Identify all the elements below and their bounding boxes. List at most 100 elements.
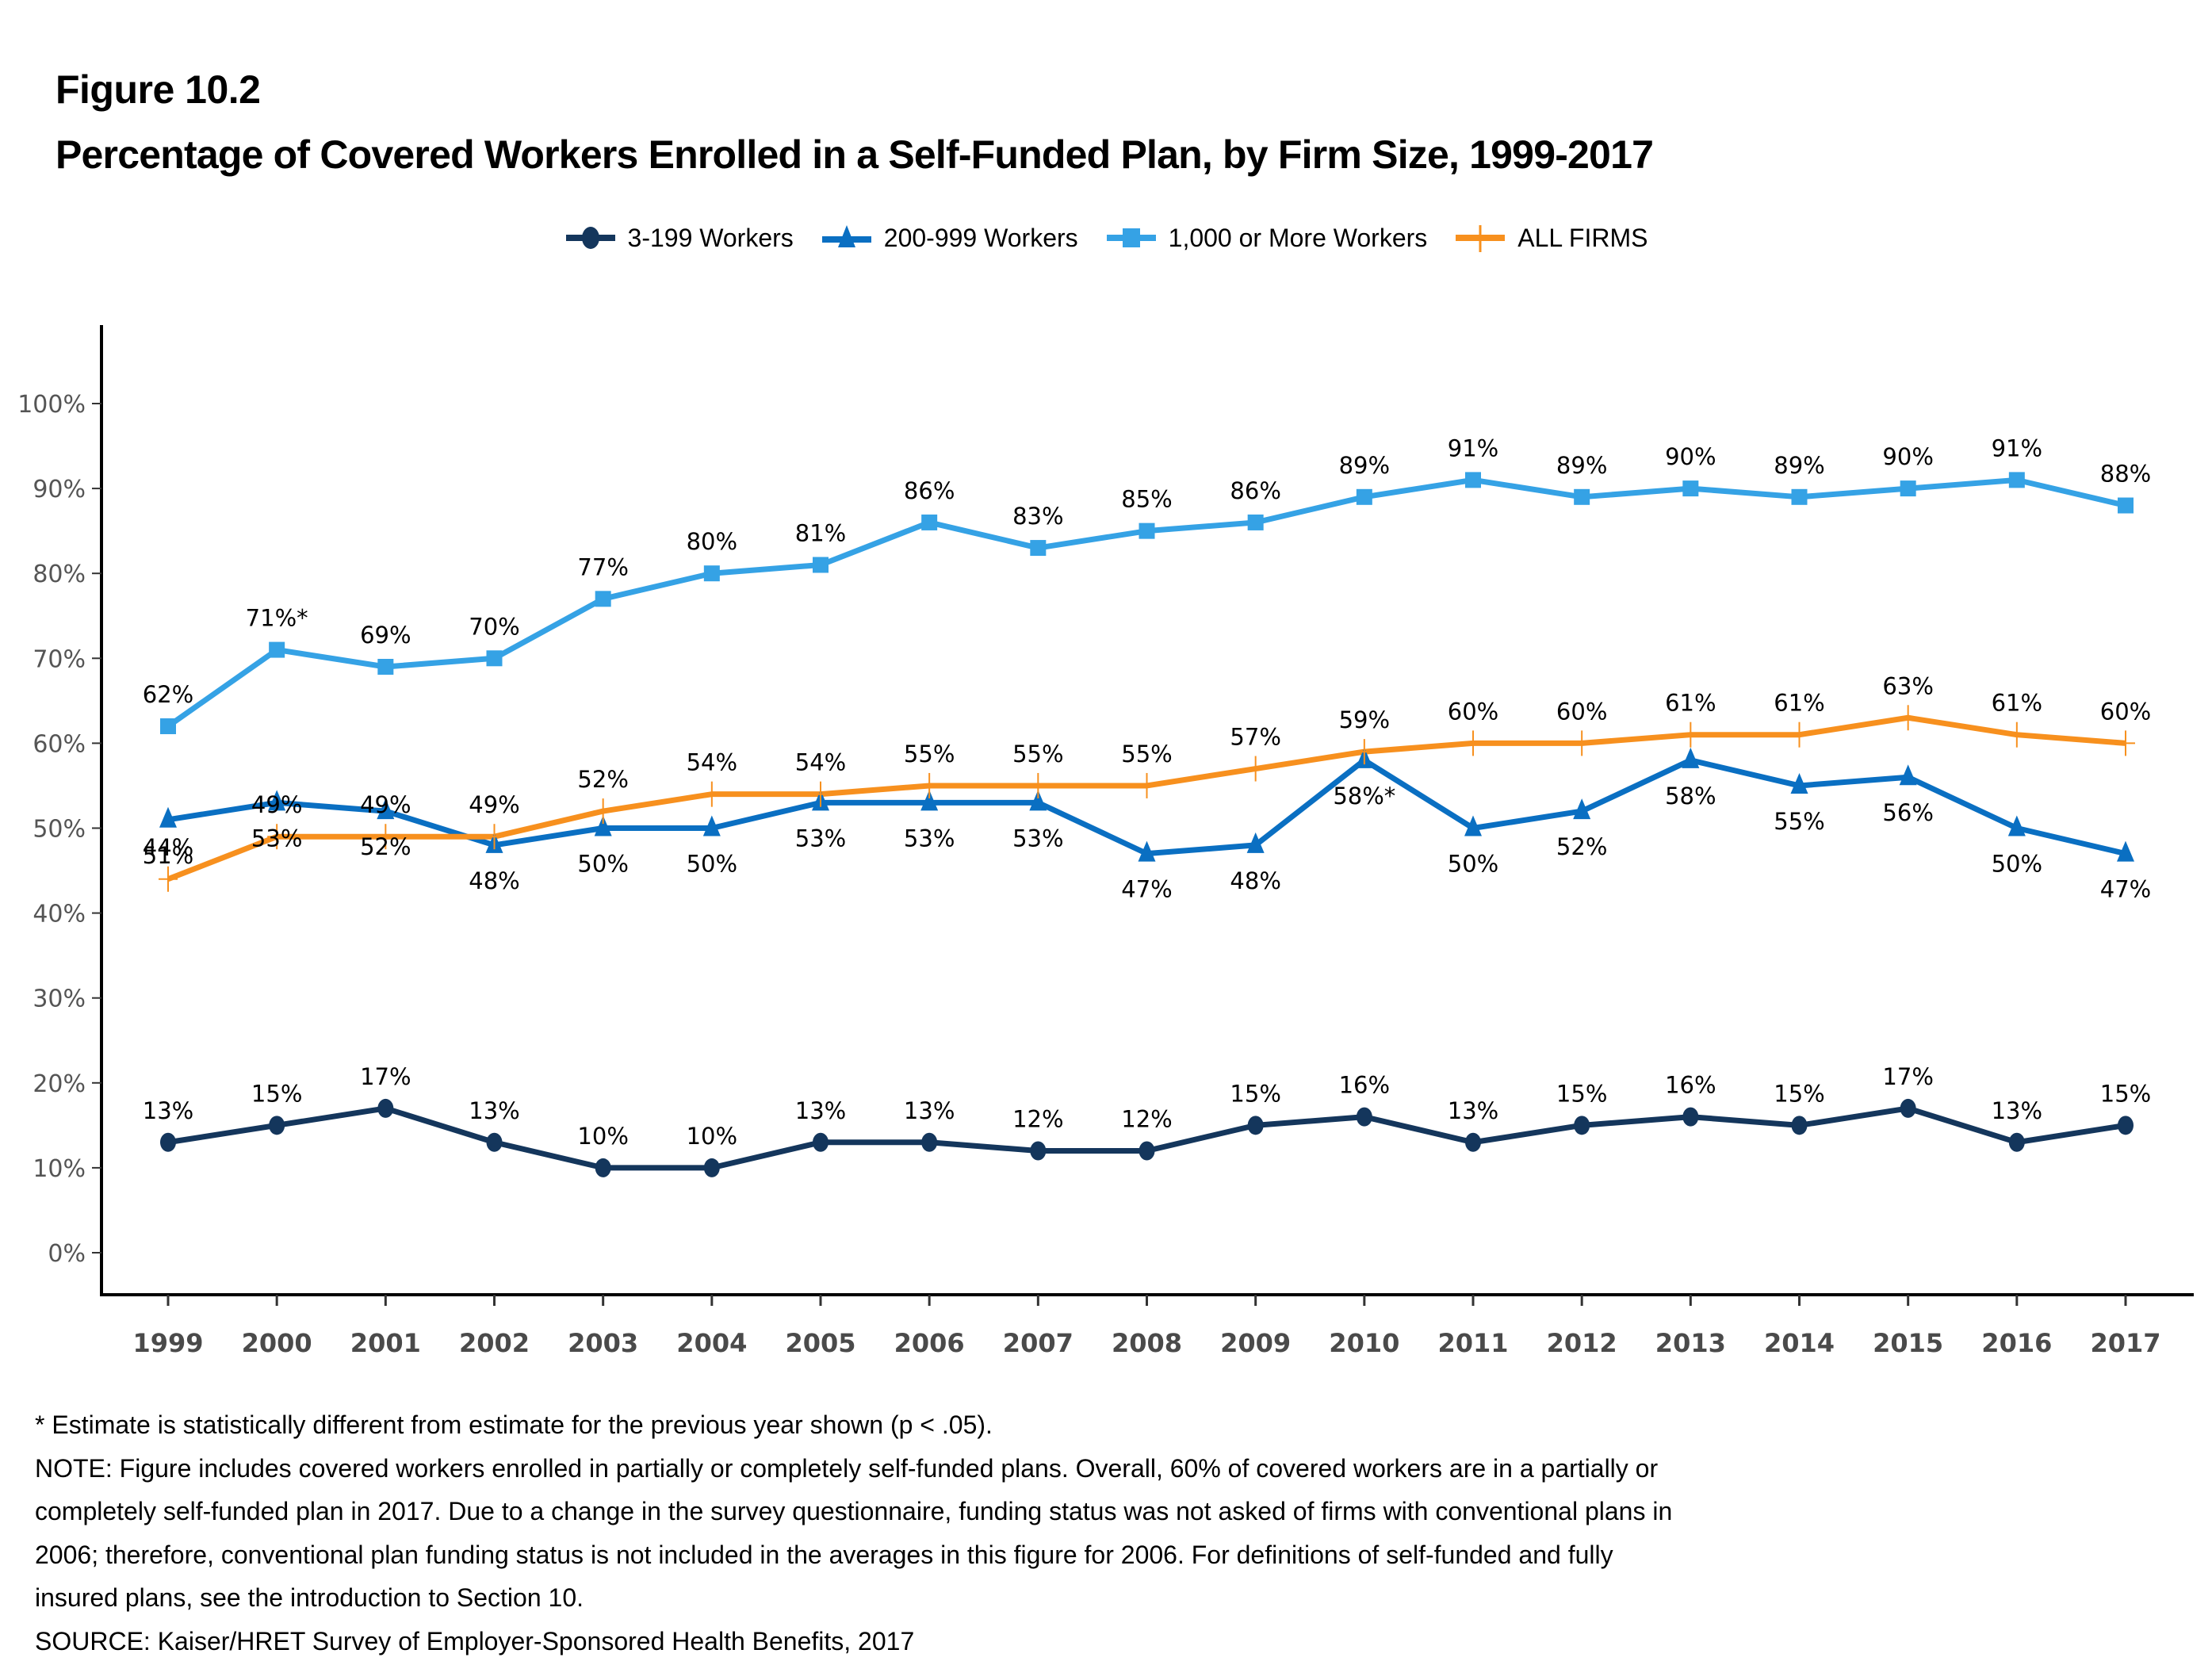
x-tick-label: 2006 [894, 1328, 965, 1358]
x-tick-label: 2014 [1764, 1328, 1835, 1358]
x-tick-label: 2010 [1329, 1328, 1399, 1358]
x-tick-label: 2003 [568, 1328, 638, 1358]
legend-label: 1,000 or More Workers [1168, 223, 1428, 252]
data-label: 16% [1339, 1072, 1390, 1099]
data-label: 85% [1121, 486, 1172, 513]
data-label: 57% [1230, 724, 1280, 751]
data-label: 77% [577, 553, 628, 580]
data-label: 90% [1882, 443, 1933, 470]
data-point-circle [1356, 1107, 1372, 1127]
data-label: 13% [143, 1097, 193, 1124]
data-label: 89% [1556, 452, 1607, 479]
x-tick-label: 2004 [676, 1328, 747, 1358]
data-label: 55% [904, 741, 955, 767]
data-point-triangle [920, 790, 939, 811]
data-point-circle [2118, 1116, 2134, 1135]
data-label: 91% [1992, 434, 2042, 461]
y-tick-label: 70% [33, 645, 86, 673]
legend-item-1000-plus[interactable]: 1,000 or More Workers [1105, 222, 1428, 254]
data-point-triangle [1464, 815, 1482, 836]
data-point-square [813, 557, 829, 573]
legend-item-3-199[interactable]: 3-199 Workers [564, 222, 794, 254]
series-lines [166, 477, 2126, 1171]
data-label: 47% [1121, 876, 1172, 903]
x-tick-label: 1999 [132, 1328, 203, 1358]
y-tick-label: 10% [33, 1155, 86, 1183]
legend-circle-marker-icon [565, 227, 615, 249]
data-point-square [595, 591, 611, 607]
data-point-square [921, 514, 938, 530]
data-point-triangle [377, 798, 395, 820]
data-point-circle [2008, 1132, 2025, 1152]
x-tick-label: 2013 [1655, 1328, 1726, 1358]
data-label: 53% [795, 825, 846, 852]
data-label: 50% [687, 851, 737, 878]
x-tick-label: 2001 [350, 1328, 421, 1358]
series-line-1-000-or-more-workers [166, 477, 2126, 729]
legend-item-200-999[interactable]: 200-999 Workers [821, 222, 1078, 254]
data-label: 49% [469, 791, 519, 818]
data-point-circle [377, 1098, 394, 1118]
y-tick-label: 30% [33, 986, 86, 1013]
y-tick-label: 90% [33, 476, 86, 503]
y-tick-label: 50% [33, 816, 86, 844]
data-label: 62% [143, 681, 193, 708]
data-point-circle [1574, 1116, 1590, 1135]
data-label: 53% [251, 825, 302, 852]
data-label: 49% [251, 791, 302, 818]
data-point-triangle [1138, 840, 1156, 862]
data-point-square [1139, 522, 1155, 539]
data-label: 13% [1448, 1097, 1498, 1124]
data-label: 17% [1882, 1063, 1933, 1090]
data-point-square [703, 565, 720, 582]
data-label: 61% [1992, 690, 2042, 717]
data-point-triangle [268, 790, 286, 811]
data-label: 63% [1882, 672, 1933, 699]
data-point-triangle [1682, 747, 1700, 768]
data-label: 88% [2100, 461, 2151, 488]
data-point-circle [595, 1158, 611, 1177]
legend-label: ALL FIRMS [1517, 223, 1648, 252]
data-label: 86% [1230, 477, 1280, 504]
data-point-circle [269, 1116, 285, 1135]
footnotes: * Estimate is statistically different fr… [35, 1403, 2017, 1663]
x-tick-label: 2002 [459, 1328, 530, 1358]
data-labels: 13% 15% 17% 13% 10% 10% 13% 13% 12% 12% 15% 16% 13% 1… [143, 434, 2151, 1150]
series-markers [159, 472, 2135, 1177]
data-point-circle [1465, 1132, 1481, 1152]
data-label: 16% [1665, 1072, 1716, 1099]
data-point-square [1900, 480, 1916, 497]
data-label: 17% [360, 1063, 411, 1090]
data-point-triangle [1246, 832, 1265, 853]
legend-triangle-marker-icon [821, 225, 871, 247]
data-point-square [1356, 488, 1372, 505]
data-label: 86% [904, 477, 955, 504]
data-label: 58% [1665, 783, 1716, 810]
data-label: 58%* [1333, 783, 1395, 810]
data-label: 49% [360, 791, 411, 818]
data-label: 12% [1121, 1105, 1172, 1132]
x-tick-label: 2012 [1547, 1328, 1617, 1358]
data-label: 13% [795, 1097, 846, 1124]
data-label: 48% [469, 867, 519, 894]
data-point-square [377, 659, 394, 676]
data-label: 55% [1774, 808, 1824, 835]
data-point-circle [160, 1132, 176, 1152]
data-point-triangle [1029, 790, 1047, 811]
data-point-triangle [2007, 815, 2026, 836]
data-label: 54% [687, 749, 737, 776]
legend-square-marker-icon [1106, 228, 1156, 247]
data-label: 91% [1448, 434, 1498, 461]
x-tick-label: 2008 [1112, 1328, 1182, 1358]
x-tick-label: 2000 [242, 1328, 312, 1358]
data-label: 56% [1882, 799, 1933, 826]
footnote-source: SOURCE: Kaiser/HRET Survey of Employer-S… [35, 1626, 915, 1655]
data-label: 90% [1665, 443, 1716, 470]
data-label: 10% [687, 1123, 737, 1150]
data-point-circle [486, 1132, 503, 1152]
legend-item-all-firms[interactable]: ALL FIRMS [1454, 222, 1648, 254]
data-point-circle [1247, 1116, 1264, 1135]
footnote-note-line-2: completely self-funded plan in 2017. Due… [35, 1497, 1673, 1525]
data-label: 55% [1012, 741, 1063, 767]
data-point-square [1465, 472, 1481, 488]
